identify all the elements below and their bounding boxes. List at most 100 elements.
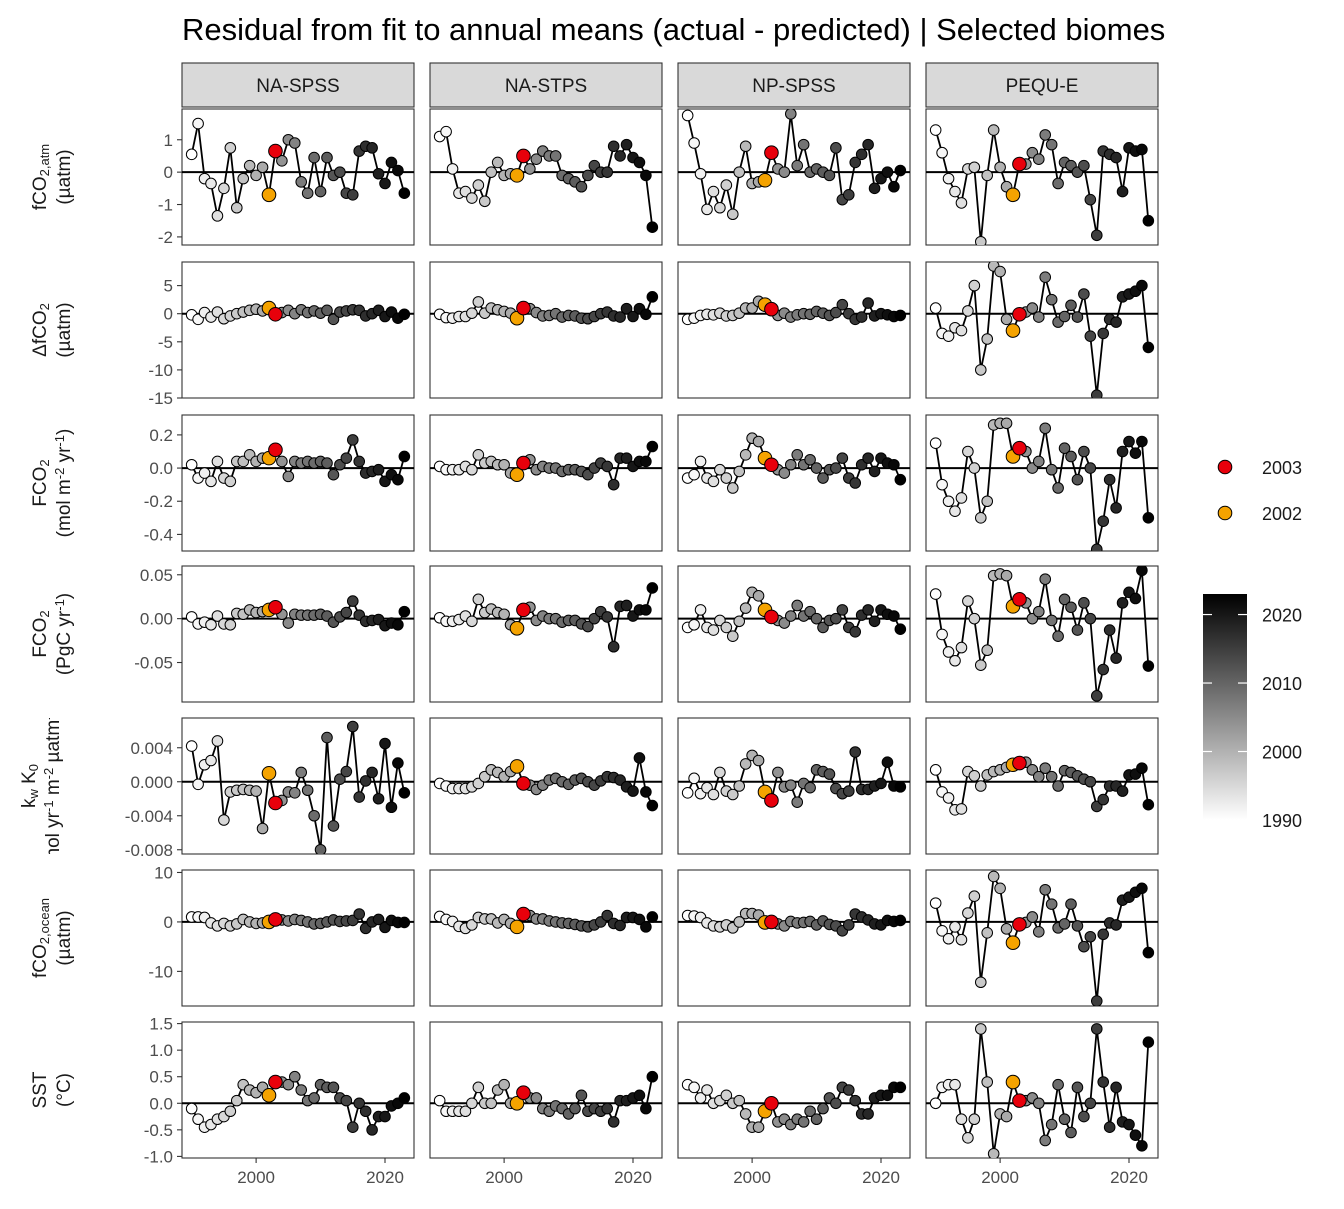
data-point bbox=[1065, 299, 1077, 312]
data-point bbox=[379, 177, 391, 190]
panel-frame bbox=[181, 565, 415, 703]
panel-content bbox=[678, 432, 910, 494]
data-point bbox=[211, 735, 224, 747]
y-label-part: K bbox=[19, 771, 40, 789]
data-point bbox=[334, 166, 346, 178]
data-point bbox=[707, 788, 720, 801]
data-point bbox=[894, 309, 907, 322]
data-point bbox=[804, 1105, 816, 1118]
y-tick-label: 5 bbox=[164, 277, 173, 296]
x-tick-label: 2020 bbox=[614, 1168, 652, 1187]
data-point bbox=[205, 177, 217, 190]
x-tick-label: 2000 bbox=[981, 1168, 1019, 1187]
data-point bbox=[1116, 445, 1129, 458]
data-point bbox=[185, 1102, 198, 1115]
panel bbox=[429, 565, 663, 703]
data-point bbox=[640, 455, 652, 468]
data-point bbox=[1045, 1118, 1058, 1131]
data-point bbox=[974, 976, 987, 989]
data-point bbox=[372, 792, 385, 805]
data-point bbox=[1103, 1121, 1116, 1133]
facet-strip-label: NA-SPSS bbox=[256, 76, 339, 97]
data-point bbox=[379, 737, 391, 750]
data-point bbox=[353, 455, 366, 468]
data-point bbox=[314, 843, 327, 854]
data-point bbox=[359, 1105, 372, 1118]
data-point bbox=[640, 169, 652, 182]
data-point bbox=[1058, 442, 1071, 454]
data-point bbox=[842, 785, 855, 797]
data-point bbox=[707, 475, 720, 488]
highlight-point-2003 bbox=[764, 145, 779, 161]
colorbar bbox=[1203, 594, 1247, 820]
data-point bbox=[1103, 473, 1116, 486]
y-label-part: k bbox=[19, 798, 40, 808]
highlight-point-2003 bbox=[1012, 755, 1027, 771]
y-label-part: ΔfCO bbox=[30, 310, 51, 356]
panel bbox=[925, 869, 1159, 1007]
data-point bbox=[1110, 151, 1122, 164]
data-point bbox=[1032, 311, 1045, 323]
data-point bbox=[1142, 946, 1155, 959]
highlight-point-2003 bbox=[516, 602, 531, 618]
data-point bbox=[640, 1102, 652, 1115]
panel-frame bbox=[181, 869, 415, 1007]
data-point bbox=[385, 801, 398, 814]
data-point bbox=[640, 604, 652, 616]
series-line bbox=[934, 570, 1150, 697]
data-point bbox=[582, 620, 594, 633]
data-point bbox=[327, 1081, 340, 1094]
data-point bbox=[1110, 502, 1122, 514]
data-point bbox=[491, 156, 504, 169]
data-point bbox=[987, 1147, 1000, 1158]
panel bbox=[925, 565, 1159, 703]
data-point bbox=[1084, 612, 1097, 625]
data-point bbox=[868, 615, 881, 628]
data-point bbox=[1129, 1129, 1142, 1141]
panel-content bbox=[430, 752, 662, 812]
data-point bbox=[694, 1092, 707, 1104]
data-point bbox=[646, 799, 659, 812]
data-point bbox=[929, 897, 942, 909]
data-point bbox=[1110, 919, 1122, 931]
data-point bbox=[646, 440, 659, 453]
y-tick-label: 0 bbox=[164, 913, 173, 932]
x-tick-label: 2020 bbox=[366, 1168, 404, 1187]
data-point bbox=[720, 621, 733, 634]
highlight-point-2003 bbox=[1012, 1093, 1027, 1108]
panel-content bbox=[182, 117, 414, 222]
data-point bbox=[688, 772, 700, 785]
data-point bbox=[681, 109, 694, 122]
data-point bbox=[575, 1089, 588, 1102]
data-point bbox=[601, 1102, 614, 1115]
data-point bbox=[321, 457, 333, 469]
data-point bbox=[987, 124, 1000, 136]
data-point bbox=[1078, 159, 1090, 172]
panel bbox=[429, 717, 663, 855]
data-point bbox=[804, 453, 816, 466]
data-point bbox=[1136, 279, 1148, 292]
data-point bbox=[688, 618, 700, 631]
y-tick-label: -1.0 bbox=[144, 1147, 173, 1166]
data-point bbox=[243, 159, 256, 172]
data-point bbox=[646, 221, 659, 233]
data-point bbox=[1071, 473, 1084, 486]
panel bbox=[925, 717, 1159, 855]
data-point bbox=[778, 467, 791, 479]
data-point bbox=[894, 781, 907, 793]
x-tick-label: 2000 bbox=[485, 1168, 523, 1187]
data-point bbox=[694, 455, 707, 468]
data-point bbox=[620, 138, 633, 151]
data-point bbox=[327, 468, 340, 481]
panel-content bbox=[182, 1070, 414, 1136]
data-point bbox=[929, 437, 942, 449]
data-point bbox=[1052, 482, 1064, 494]
data-point bbox=[192, 1113, 204, 1126]
row-y-label: fCO2,ocean (µatm) bbox=[30, 898, 75, 978]
data-point bbox=[849, 1094, 862, 1107]
data-point bbox=[218, 814, 230, 826]
facet-strip-label: NA-STPS bbox=[505, 76, 587, 97]
data-point bbox=[1084, 1097, 1097, 1110]
data-point bbox=[198, 467, 211, 479]
